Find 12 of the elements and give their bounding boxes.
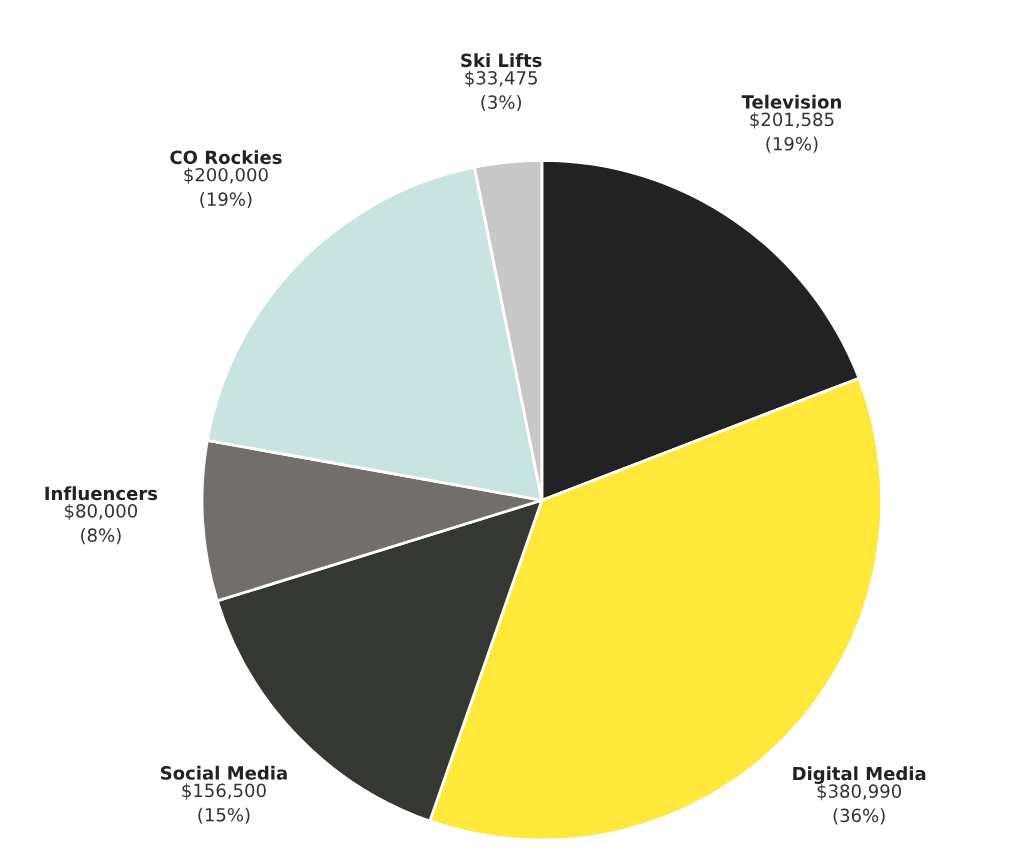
slice-label: Television [741, 94, 841, 109]
slice-label: Influencers [45, 486, 158, 501]
data-label: $80,000 (8%) [65, 503, 138, 545]
data-label: $200,000 (19%) [184, 167, 268, 209]
slice-label: Ski Lifts [461, 53, 542, 68]
data-label: $380,990 (36%) [817, 783, 902, 825]
data-label: $33,475 (3%) [465, 70, 537, 112]
slice-label: Digital Media [793, 766, 926, 784]
slice-label: Social Media [161, 765, 287, 780]
data-label: $201,585 (19%) [750, 112, 834, 153]
slice-label: CO Rockies [170, 150, 282, 165]
data-label: $156,500 (15%) [182, 783, 266, 824]
